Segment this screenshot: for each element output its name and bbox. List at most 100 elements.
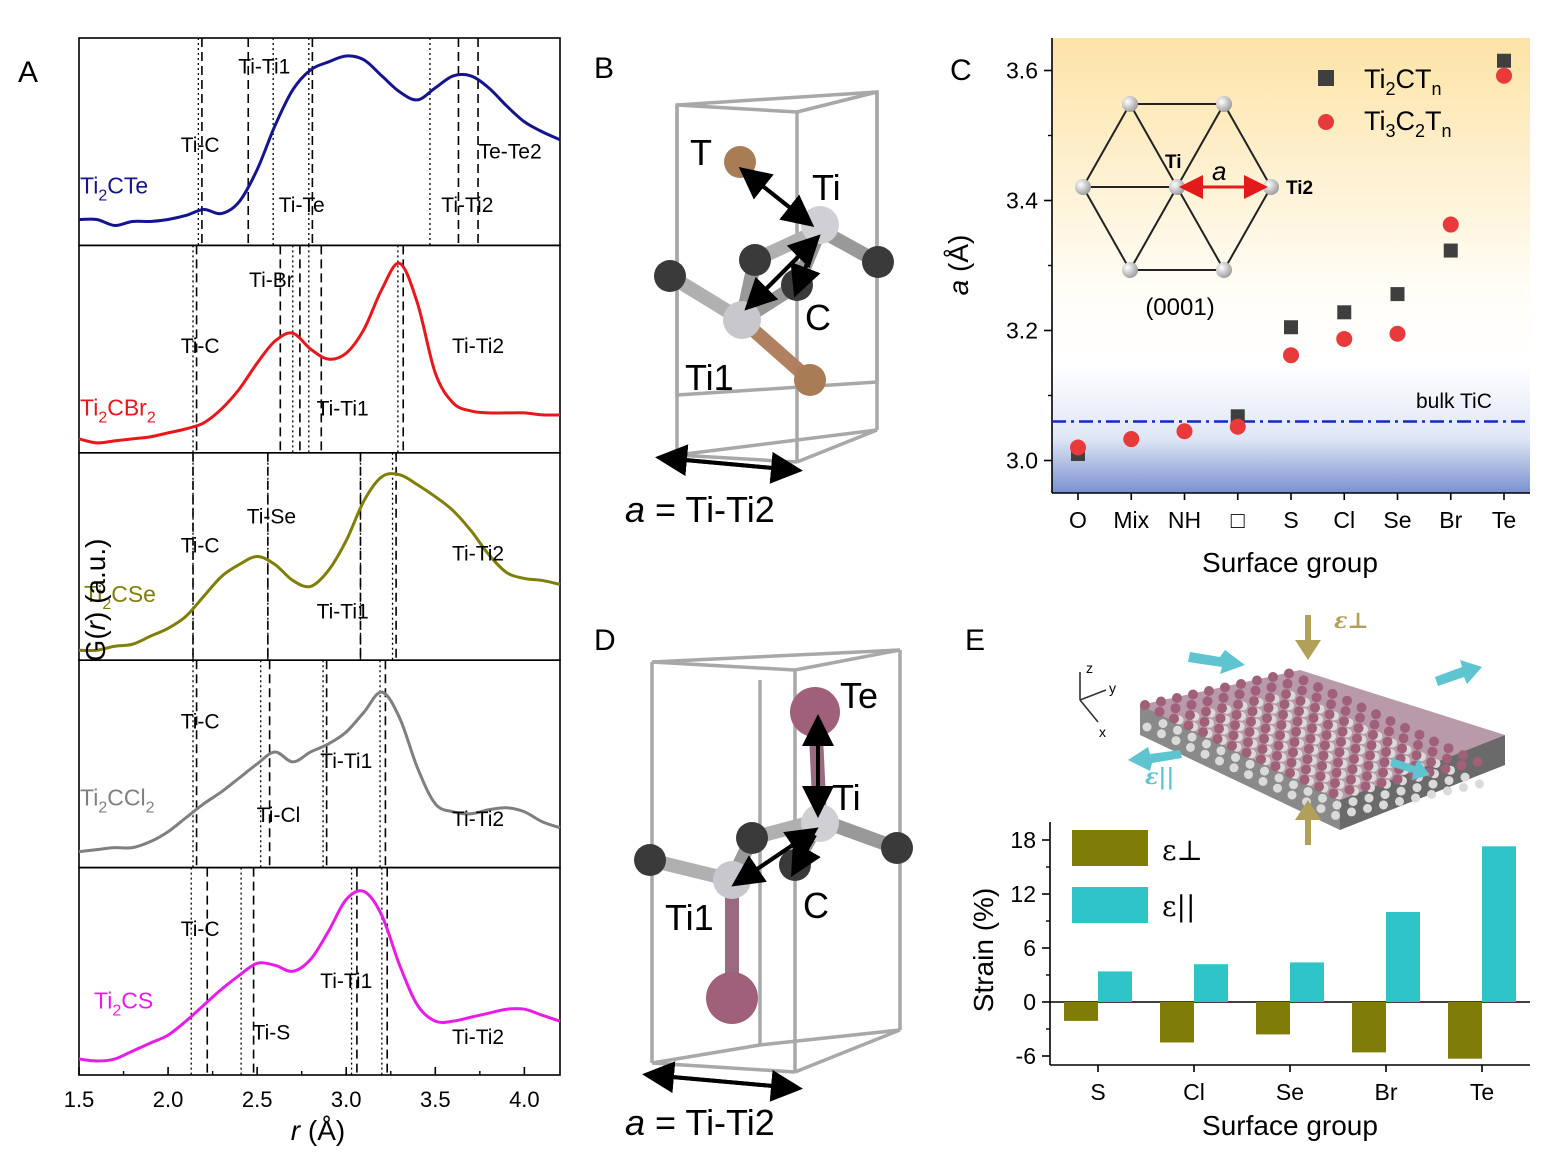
eps-perp-bar-S — [1064, 1002, 1098, 1021]
x-tick-label: Cl — [1183, 1079, 1205, 1105]
slab-atom-top — [1230, 720, 1240, 731]
y-tick-label: -6 — [1016, 1043, 1036, 1069]
slab-atom-top — [1243, 737, 1253, 748]
par-arrow-2 — [1435, 660, 1482, 686]
y-tick-label: 12 — [1010, 881, 1036, 907]
slab-atom-top — [1346, 774, 1356, 785]
panel-c-lattice-chart: 3.0 3.2 3.4 3.6 O Mix NH □ S Cl Se Br Te — [1006, 38, 1530, 533]
compound-label-Ti2CBr2: Ti2CBr2 — [80, 394, 156, 426]
slab-atom-top — [1170, 703, 1181, 714]
axis-triad — [1079, 672, 1107, 723]
slab-atom-bottom — [1316, 804, 1326, 814]
slab-atom-top — [1299, 774, 1310, 785]
par-arrow-4 — [1390, 758, 1430, 780]
slab-atom-top — [1440, 763, 1451, 774]
eps-par-illustration-label: ε|| — [1145, 764, 1174, 790]
eps-perp-illustration-label: ε⊥ — [1334, 608, 1369, 634]
slab-atom-top — [1333, 757, 1343, 768]
x-tick-label: Mix — [1113, 507, 1149, 533]
panel-label-d: D — [594, 624, 616, 657]
slab-atom-bottom — [1171, 736, 1181, 746]
slab-atom-bottom — [1287, 790, 1297, 800]
compound-label-Ti2CTe: Ti2CTe — [80, 173, 148, 205]
panel-label-c: C — [950, 54, 972, 87]
slab-atom-top — [1156, 696, 1166, 707]
ti3c2tn-point — [1283, 347, 1299, 364]
bond-label: Ti-Ti2 — [452, 808, 504, 831]
slab-atom-top — [1414, 729, 1425, 740]
x-tick-label: Te — [1470, 1079, 1494, 1105]
slab-atom-top — [1305, 733, 1316, 744]
slab-atom-top — [1314, 781, 1324, 792]
slab-atom-top — [1353, 723, 1364, 734]
slab-atom-bottom — [1216, 746, 1226, 756]
slab-atom-top — [1363, 760, 1374, 771]
slab-atom-top — [1371, 709, 1381, 720]
x-tick-label: O — [1069, 507, 1087, 533]
slab-atom-bottom — [1303, 787, 1313, 796]
legend-label-eps-par: ε|| — [1162, 890, 1195, 923]
x-tick-label: 1.5 — [64, 1087, 95, 1112]
panel-d-label-ti: Ti — [832, 777, 861, 818]
panel-e-slab-illustration: z y x ε⊥ ε|| — [1079, 608, 1505, 845]
slab-atom-top — [1247, 706, 1258, 717]
bond-label: Ti-Te — [279, 194, 325, 217]
x-tick-label: 3.0 — [331, 1087, 362, 1112]
panel-label-b: B — [594, 52, 614, 85]
slab-atom-top — [1308, 713, 1319, 723]
y-tick-label: 3.4 — [1006, 188, 1038, 214]
slab-atom-bottom — [1289, 780, 1298, 790]
slab-atom-bottom — [1443, 786, 1452, 796]
x-tick-label: NH — [1168, 507, 1201, 533]
slab-atom-top — [1284, 668, 1294, 679]
eps-perp-bar-Cl — [1160, 1002, 1194, 1043]
slab-atom-bottom — [1186, 742, 1195, 752]
slab-atom-top — [1429, 736, 1439, 747]
slab-atom-top — [1215, 713, 1226, 724]
bond-label: Te-Te2 — [479, 140, 542, 163]
slab-atom-bottom — [1187, 732, 1197, 742]
ti3c2tn-point — [1336, 330, 1353, 347]
slab-atom-top — [1340, 706, 1351, 716]
slab-atom-top — [1279, 699, 1290, 710]
ti2ctn-point — [1443, 243, 1458, 258]
slab-atom-top — [1169, 713, 1179, 724]
slab-atom-top — [1442, 753, 1452, 764]
slab-atom-top — [1310, 702, 1320, 713]
slab-atom-top — [1246, 716, 1256, 727]
compound-label-Ti2CSe: Ti2CSe — [84, 581, 156, 613]
bond-label: Ti-C — [181, 918, 220, 941]
eps-perp-bar-Te — [1448, 1002, 1482, 1059]
slab-atom-top — [1183, 720, 1194, 731]
slab-atom-top — [1443, 743, 1454, 754]
slab-atom-top — [1198, 727, 1208, 738]
pdf-curve-Ti2CBr2 — [78, 261, 561, 445]
x-tick-label: Se — [1276, 1079, 1304, 1105]
slab-atom-top — [1140, 700, 1150, 710]
bond-label: Ti-C — [181, 534, 220, 557]
compound-label-Ti2CCl2: Ti2CCl2 — [80, 784, 155, 816]
slab-atom-top — [1275, 730, 1285, 741]
slab-atom-top — [1241, 747, 1252, 758]
slab-atom-top — [1385, 716, 1396, 727]
inset-label-plane: (0001) — [1145, 294, 1214, 321]
eps-par-bar-Br — [1386, 912, 1420, 1002]
slab-atom-bottom — [1395, 796, 1404, 806]
pdf-curve-Ti2CTe — [78, 54, 561, 227]
y-tick-label: 3.0 — [1006, 448, 1038, 474]
panel-c-legend: Ti2CTn Ti3C2Tn — [1318, 64, 1452, 141]
slab-atom-top — [1411, 750, 1422, 761]
slab-atom-top — [1330, 778, 1340, 789]
pdf-curve-Ti2CCl2 — [78, 690, 561, 854]
slab-atom-top — [1227, 740, 1237, 751]
slab-atom-top — [1337, 726, 1348, 737]
slab-atom-top — [1344, 784, 1355, 795]
slab-atom-top — [1365, 750, 1375, 761]
slab-atom-top — [1289, 737, 1300, 748]
slab-atom-top — [1186, 699, 1197, 710]
panel-e-ylabel: Strain (%) — [968, 888, 999, 1012]
slab-atom-top — [1378, 767, 1388, 778]
slab-atom-top — [1256, 754, 1266, 765]
bond-label: Ti-S — [253, 1022, 291, 1045]
